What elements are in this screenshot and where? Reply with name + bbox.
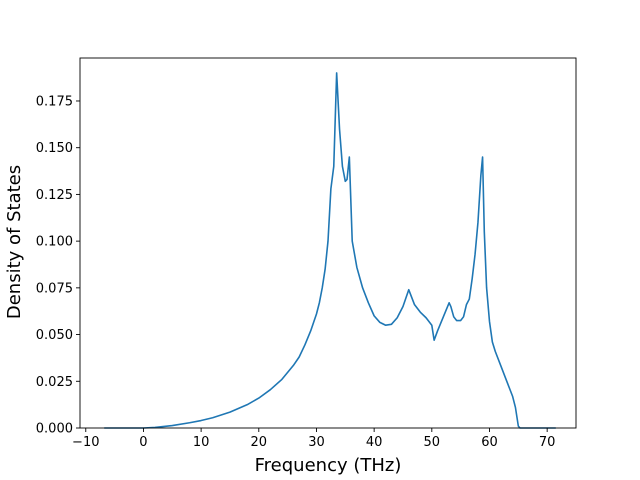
axes-frame xyxy=(79,57,577,429)
dos-series-line xyxy=(104,72,556,429)
x-tick-label: 30 xyxy=(308,435,325,450)
x-tick-label: 60 xyxy=(481,435,498,450)
x-axis-ticks: −10 0 10 20 30 40 50 60 70 xyxy=(72,428,555,450)
y-axis-label: Density of States xyxy=(4,165,25,319)
y-tick-label: 0.175 xyxy=(36,94,73,109)
y-tick-label: 0.150 xyxy=(36,141,73,156)
y-tick-label: 0.075 xyxy=(36,281,73,296)
y-tick-label: 0.125 xyxy=(36,188,73,203)
x-tick-label: 70 xyxy=(539,435,556,450)
x-tick-label: 20 xyxy=(251,435,268,450)
y-tick-label: 0.025 xyxy=(36,375,73,390)
y-tick-label: 0.100 xyxy=(36,235,73,250)
y-tick-label: 0.000 xyxy=(36,422,73,437)
x-tick-label: 0 xyxy=(139,435,147,450)
y-axis-ticks: 0.000 0.025 0.050 0.075 0.100 0.125 0.150 0.175 xyxy=(36,94,80,437)
x-tick-label: 10 xyxy=(193,435,210,450)
plot-area xyxy=(79,57,577,429)
x-tick-label: −10 xyxy=(72,435,99,450)
x-axis-label: Frequency (THz) xyxy=(255,455,402,476)
x-tick-label: 50 xyxy=(424,435,441,450)
y-tick-label: 0.050 xyxy=(36,328,73,343)
x-tick-label: 40 xyxy=(366,435,383,450)
